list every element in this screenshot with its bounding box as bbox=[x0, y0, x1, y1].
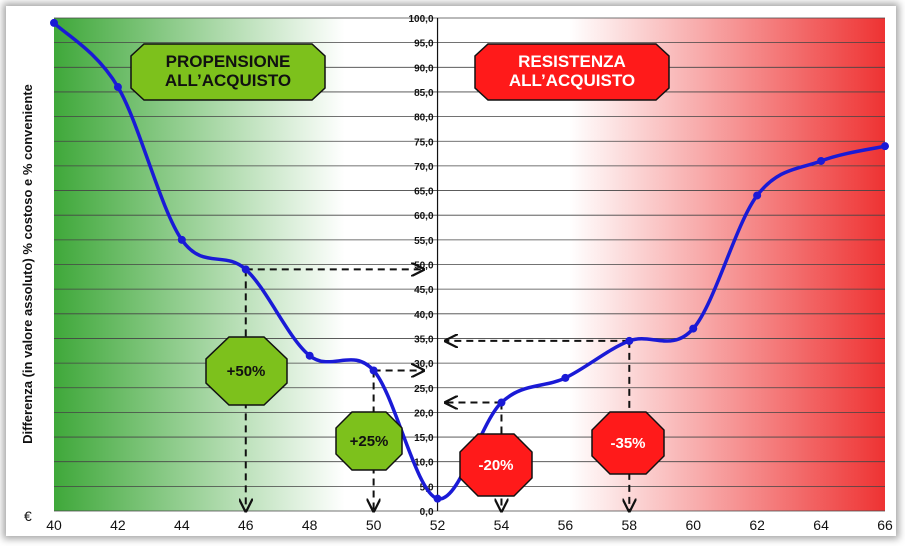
y-tick-label: 95,0 bbox=[414, 39, 434, 50]
data-point bbox=[50, 18, 58, 27]
y-tick-label: 30,0 bbox=[414, 359, 434, 370]
y-tick-label: 45,0 bbox=[414, 285, 434, 296]
zone-label-propensione-line2: ALL’ACQUISTO bbox=[165, 71, 291, 90]
annotation-minus-20-text: -20% bbox=[478, 457, 513, 474]
data-point bbox=[625, 336, 634, 345]
zone-label-propensione-line1: PROPENSIONE bbox=[166, 52, 291, 71]
x-tick-label: 58 bbox=[622, 517, 638, 533]
annotation-minus-20: -20% bbox=[459, 433, 533, 497]
grid bbox=[54, 17, 885, 512]
x-tick-labels: 40 42 44 46 48 50 52 54 56 58 60 62 64 66 bbox=[46, 517, 893, 533]
data-point bbox=[881, 142, 889, 151]
x-tick-label: 50 bbox=[366, 517, 382, 533]
annotation-plus-50: +50% bbox=[205, 336, 288, 406]
annotation-plus-25-text: +25% bbox=[350, 433, 389, 450]
price-sensitivity-chart: 0,05,010,015,020,025,030,035,040,045,050… bbox=[20, 14, 893, 533]
data-point bbox=[753, 191, 762, 200]
y-tick-label: 65,0 bbox=[414, 187, 434, 198]
data-point bbox=[369, 366, 378, 375]
annotation-plus-50-text: +50% bbox=[227, 363, 266, 380]
y-tick-label: 85,0 bbox=[414, 88, 434, 99]
y-tick-label: 35,0 bbox=[414, 334, 434, 345]
x-tick-label: 66 bbox=[877, 517, 893, 533]
y-tick-label: 75,0 bbox=[414, 137, 434, 148]
y-axis-label: Differenza (in valore assoluto) % costos… bbox=[20, 84, 35, 444]
data-point bbox=[433, 494, 442, 503]
data-point bbox=[497, 398, 506, 407]
x-tick-label: 60 bbox=[685, 517, 701, 533]
y-tick-label: 20,0 bbox=[414, 408, 434, 419]
y-tick-label: 15,0 bbox=[414, 433, 434, 444]
y-tick-label: 0,0 bbox=[420, 507, 434, 518]
data-point bbox=[113, 83, 122, 92]
x-tick-label: 54 bbox=[494, 517, 510, 533]
y-tick-label: 10,0 bbox=[414, 458, 434, 469]
y-tick-label: 60,0 bbox=[414, 211, 434, 222]
data-point bbox=[561, 373, 570, 382]
y-tick-label: 100,0 bbox=[409, 14, 434, 25]
zone-label-resistenza: RESISTENZA ALL’ACQUISTO bbox=[474, 43, 670, 101]
x-tick-label: 46 bbox=[238, 517, 254, 533]
chart-frame: 0,0 5,0 10,0 15,0 20,0 25,0 30,0 35,0 40,0 45,0 50… bbox=[6, 6, 896, 536]
y-tick-label: 80,0 bbox=[414, 113, 434, 124]
y-tick-label: 40,0 bbox=[414, 310, 434, 321]
data-point bbox=[817, 156, 826, 165]
data-point bbox=[305, 351, 314, 360]
x-tick-label: 52 bbox=[430, 517, 446, 533]
annotation-minus-35: -35% bbox=[591, 411, 665, 475]
annotation-minus-35-text: -35% bbox=[610, 435, 645, 452]
x-tick-label: 56 bbox=[558, 517, 574, 533]
data-point bbox=[177, 235, 186, 244]
x-tick-label: 44 bbox=[174, 517, 190, 533]
x-tick-label: 40 bbox=[46, 517, 62, 533]
y-tick-label: 90,0 bbox=[414, 63, 434, 74]
y-tick-label: 55,0 bbox=[414, 236, 434, 247]
data-point bbox=[241, 265, 250, 274]
zone-label-propensione: PROPENSIONE ALL’ACQUISTO bbox=[130, 43, 326, 101]
data-point bbox=[689, 324, 698, 333]
zone-label-resistenza-line2: ALL’ACQUISTO bbox=[509, 71, 635, 90]
zone-label-resistenza-line1: RESISTENZA bbox=[518, 52, 626, 71]
x-tick-label: 62 bbox=[749, 517, 765, 533]
data-points bbox=[50, 18, 889, 503]
x-tick-label: 64 bbox=[813, 517, 829, 533]
y-tick-label: 25,0 bbox=[414, 384, 434, 395]
x-tick-label: 42 bbox=[110, 517, 126, 533]
y-tick-label: 70,0 bbox=[414, 162, 434, 173]
x-tick-label: 48 bbox=[302, 517, 318, 533]
annotation-plus-25: +25% bbox=[335, 411, 403, 471]
currency-label: € bbox=[24, 508, 32, 524]
